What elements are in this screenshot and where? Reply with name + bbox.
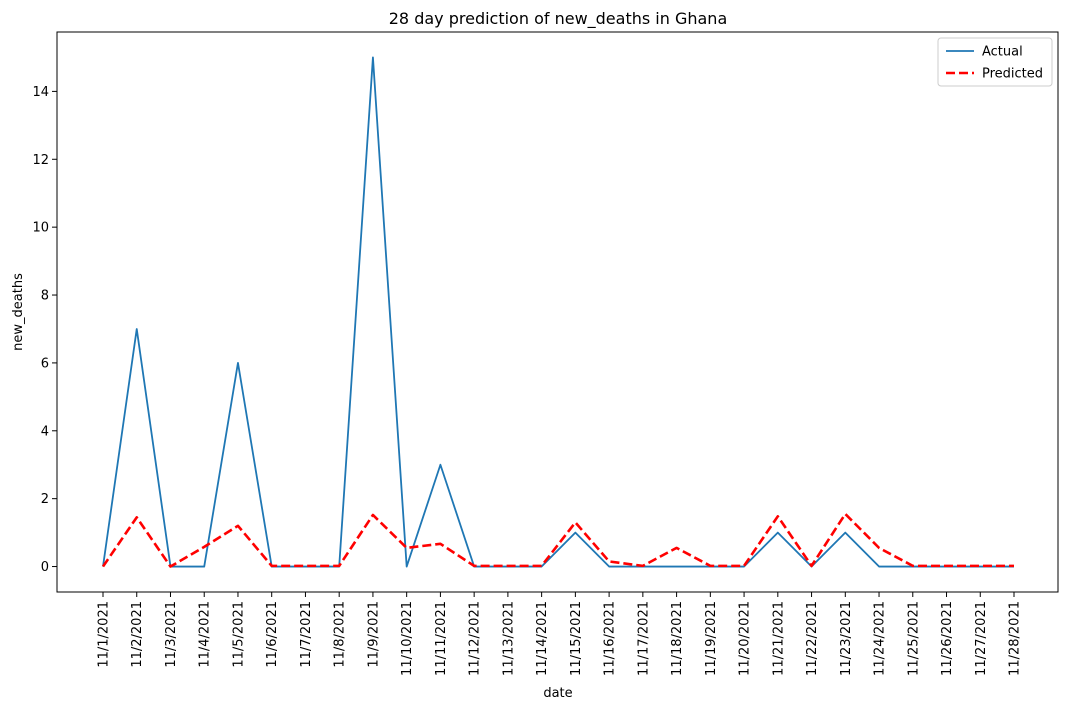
x-tick-label: 11/10/2021 bbox=[400, 601, 415, 676]
x-tick-label: 11/1/2021 bbox=[97, 601, 112, 668]
x-tick-label: 11/12/2021 bbox=[468, 601, 483, 676]
x-tick-label: 11/2/2021 bbox=[130, 601, 145, 668]
legend-label-predicted: Predicted bbox=[982, 67, 1043, 82]
x-tick-label: 11/20/2021 bbox=[738, 601, 753, 676]
y-tick-label: 12 bbox=[32, 153, 49, 168]
y-tick-label: 10 bbox=[32, 221, 49, 236]
y-axis-title: new_deaths bbox=[11, 273, 26, 351]
x-tick-label: 11/13/2021 bbox=[501, 601, 516, 676]
x-tick-label: 11/25/2021 bbox=[906, 601, 921, 676]
x-tick-label: 11/4/2021 bbox=[198, 601, 213, 668]
legend: Actual Predicted bbox=[937, 37, 1053, 87]
x-tick-label: 11/11/2021 bbox=[434, 601, 449, 676]
axes-frame bbox=[56, 31, 1059, 593]
y-tick-label: 2 bbox=[41, 492, 49, 507]
x-tick-label: 11/16/2021 bbox=[603, 601, 618, 676]
y-tick-label: 4 bbox=[41, 424, 49, 439]
series-line-predicted bbox=[101, 512, 1014, 568]
y-tick-label: 0 bbox=[41, 560, 49, 575]
series-line-actual bbox=[102, 56, 1014, 568]
x-tick-label: 11/28/2021 bbox=[1008, 601, 1023, 676]
x-tick-label: 11/14/2021 bbox=[535, 601, 550, 676]
x-tick-label: 11/21/2021 bbox=[771, 601, 786, 676]
x-tick-label: 11/22/2021 bbox=[805, 601, 820, 676]
x-tick-label: 11/23/2021 bbox=[839, 601, 854, 676]
x-tick-label: 11/27/2021 bbox=[974, 601, 989, 676]
x-tick-label: 11/17/2021 bbox=[636, 601, 651, 676]
x-tick-label: 11/3/2021 bbox=[164, 601, 179, 668]
y-tick-label: 8 bbox=[41, 289, 49, 304]
x-tick-label: 11/24/2021 bbox=[873, 601, 888, 676]
legend-label-actual: Actual bbox=[982, 45, 1023, 60]
x-tick-label: 11/19/2021 bbox=[704, 601, 719, 676]
x-tick-label: 11/6/2021 bbox=[265, 601, 280, 668]
x-tick-label: 11/9/2021 bbox=[366, 601, 381, 668]
x-tick-label: 11/18/2021 bbox=[670, 601, 685, 676]
x-axis-title: date bbox=[543, 686, 572, 701]
x-tick-label: 11/26/2021 bbox=[940, 601, 955, 676]
x-tick-label: 11/7/2021 bbox=[299, 601, 314, 668]
x-tick-label: 11/15/2021 bbox=[569, 601, 584, 676]
y-tick-label: 6 bbox=[41, 356, 49, 371]
chart-title: 28 day prediction of new_deaths in Ghana bbox=[389, 9, 728, 29]
x-tick-label: 11/5/2021 bbox=[231, 601, 246, 668]
y-tick-label: 14 bbox=[32, 85, 49, 100]
plot-area: 0 2 4 6 8 10 12 14 11/1/2021 11/2/2021 11/3/2021 11… bbox=[32, 31, 1059, 676]
x-tick-label: 11/8/2021 bbox=[333, 601, 348, 668]
